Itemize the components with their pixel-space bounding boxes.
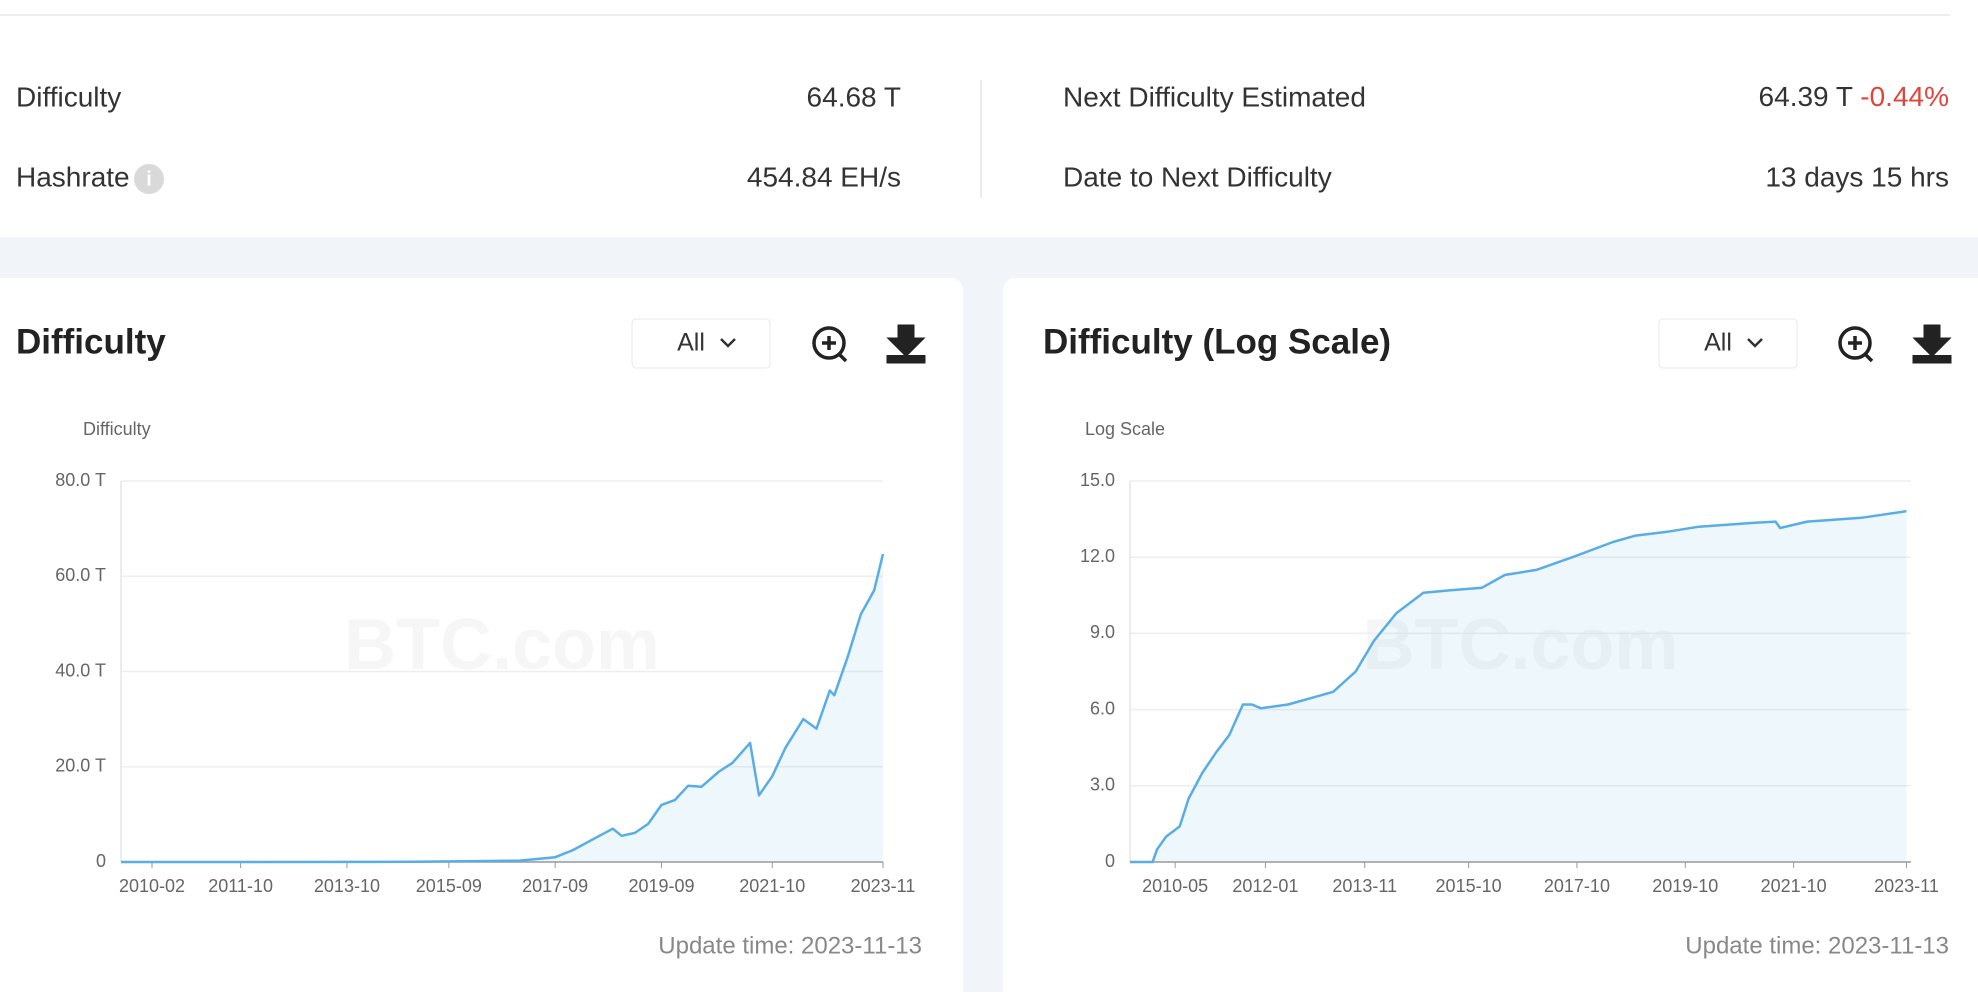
x-tick-label: 2015-09 bbox=[416, 876, 482, 896]
x-tick-label: 2021-10 bbox=[739, 876, 805, 896]
x-tick-label: 2023-11 bbox=[1874, 876, 1939, 896]
chart-title: Difficulty (Log Scale) bbox=[1043, 322, 1391, 361]
range-option: All bbox=[1704, 329, 1732, 357]
stat-value: 64.39 T bbox=[1759, 81, 1853, 112]
x-tick-label: 2021-10 bbox=[1761, 876, 1827, 896]
y-tick-label: 3.0 bbox=[1090, 775, 1115, 795]
stat-label: Hashrate bbox=[16, 161, 130, 192]
x-tick-label: 2019-10 bbox=[1652, 876, 1718, 896]
watermark: BTC.com bbox=[344, 605, 660, 685]
range-option: All bbox=[677, 329, 705, 357]
stat-value: 64.39 T -0.44% bbox=[1759, 81, 1949, 112]
range-dropdown[interactable] bbox=[1658, 318, 1798, 369]
line bbox=[121, 553, 885, 864]
stat-value: 454.84 EH/s bbox=[747, 161, 901, 192]
line bbox=[1130, 509, 1907, 864]
y-tick-label: 0 bbox=[1105, 851, 1115, 871]
axis-title: Log Scale bbox=[1085, 419, 1165, 439]
y-tick-label: 80.0 T bbox=[55, 470, 106, 490]
area-fill bbox=[121, 554, 883, 862]
zoom-icon bbox=[822, 336, 848, 363]
info-icon[interactable]: i bbox=[134, 164, 164, 194]
update-time: Update time: 2023-11-13 bbox=[658, 932, 922, 959]
y-tick-label: 6.0 bbox=[1090, 698, 1115, 718]
chevron bbox=[720, 338, 736, 348]
stat-value: 13 days 15 hrs bbox=[1765, 161, 1949, 192]
x-tick-label: 2019-09 bbox=[628, 876, 694, 896]
x-tick-label: 2010-02 bbox=[119, 876, 185, 896]
x-tick-label: 2015-10 bbox=[1436, 876, 1502, 896]
x-tick-label: 2011-10 bbox=[208, 876, 273, 896]
x-tick-label: 2013-10 bbox=[314, 876, 380, 896]
chevron bbox=[1747, 338, 1763, 348]
x-tick-label: 2010-05 bbox=[1142, 876, 1208, 896]
svg-text:i: i bbox=[146, 168, 152, 190]
stat-label: Next Difficulty Estimated bbox=[1063, 81, 1366, 112]
range-dropdown[interactable] bbox=[631, 318, 771, 369]
x-tick-label: 2012-01 bbox=[1232, 876, 1298, 896]
download-icon[interactable] bbox=[886, 324, 926, 364]
x-tick-label: 2017-10 bbox=[1544, 876, 1610, 896]
update-time: Update time: 2023-11-13 bbox=[1685, 932, 1949, 959]
y-tick-label: 15.0 bbox=[1080, 470, 1115, 490]
chart-title: Difficulty bbox=[16, 322, 166, 361]
zoom-icon[interactable] bbox=[812, 326, 846, 360]
zoom-icon[interactable] bbox=[1838, 326, 1872, 360]
axis-title: Difficulty bbox=[83, 419, 151, 439]
stat-label: Difficulty bbox=[16, 81, 121, 112]
y-tick-label: 9.0 bbox=[1090, 622, 1115, 642]
chart-card bbox=[0, 278, 963, 997]
stats-panel bbox=[0, 0, 1978, 237]
stat-value: 64.68 T bbox=[807, 81, 901, 112]
chart-card bbox=[1003, 278, 1978, 997]
x-tick-label: 2017-09 bbox=[522, 876, 588, 896]
download-icon[interactable] bbox=[1912, 324, 1952, 364]
zoom-icon bbox=[1848, 336, 1874, 363]
y-tick-label: 20.0 T bbox=[55, 756, 106, 776]
x-tick-label: 2023-11 bbox=[851, 876, 916, 896]
y-tick-label: 12.0 bbox=[1080, 546, 1115, 566]
stat-label: Date to Next Difficulty bbox=[1063, 161, 1332, 192]
x-tick-label: 2013-11 bbox=[1332, 876, 1397, 896]
stat-change: -0.44% bbox=[1860, 81, 1949, 112]
y-tick-label: 60.0 T bbox=[55, 565, 106, 585]
y-tick-label: 40.0 T bbox=[55, 660, 106, 680]
area-fill bbox=[1130, 511, 1907, 862]
y-tick-label: 0 bbox=[96, 851, 106, 871]
